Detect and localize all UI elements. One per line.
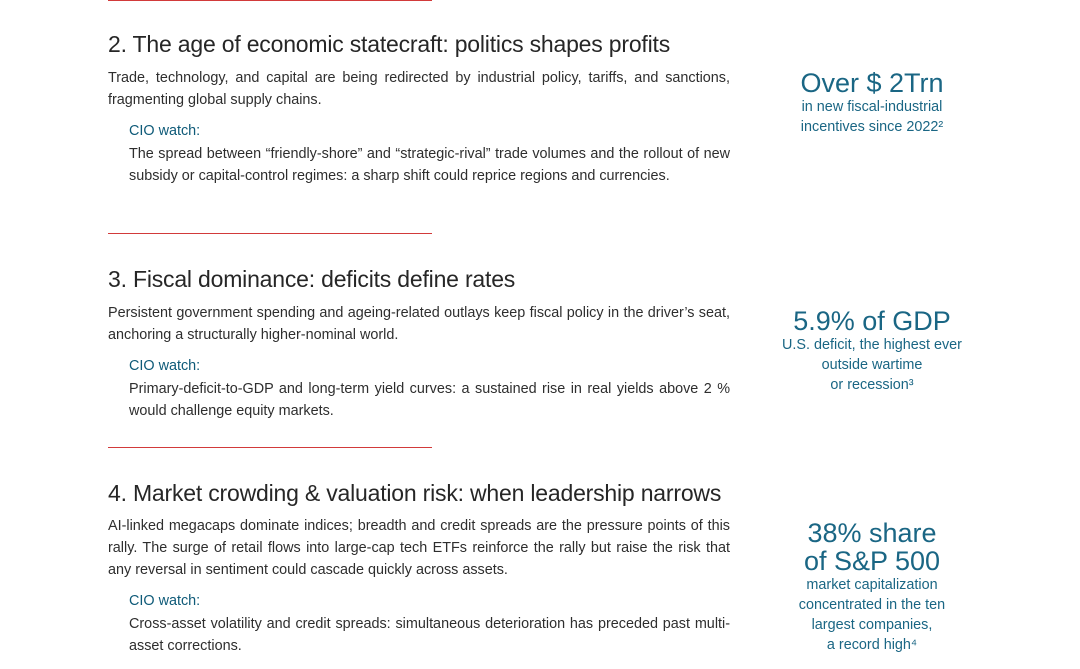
section-body: Trade, technology, and capital are being… — [108, 70, 730, 108]
stat-value: Over $ 2Trn — [800, 68, 944, 98]
stat-callout: 5.9% of GDP U.S. deficit, the highest ev… — [760, 307, 984, 395]
section-economic-statecraft: 2. The age of economic statecraft: polit… — [108, 29, 978, 209]
stat-callout: Over $ 2Trn in new fiscal-industrial inc… — [760, 69, 984, 137]
stat-caption-line: a record high⁴ — [826, 637, 918, 653]
stat-caption-line: incentives since 2022² — [800, 119, 944, 135]
section-divider — [108, 447, 432, 448]
stat-caption-line: or recession³ — [830, 377, 914, 393]
cio-watch-text: Cross-asset volatility and credit spread… — [129, 616, 730, 654]
stat-caption-line: outside wartime — [821, 357, 923, 373]
cio-watch-text: The spread between “friendly-shore” and … — [129, 146, 730, 184]
stat-value-line: of S&P 500 — [803, 546, 941, 576]
stat-caption-line: concentrated in the ten — [798, 597, 946, 613]
section-body: AI-linked megacaps dominate indices; bre… — [108, 518, 730, 578]
stat-caption-line: market capitalization — [806, 577, 938, 593]
cio-watch-label: CIO watch: — [129, 123, 201, 139]
section-market-crowding: 4. Market crowding & valuation risk: whe… — [108, 478, 978, 669]
section-title: 3. Fiscal dominance: deficits define rat… — [108, 266, 516, 292]
cio-watch-label: CIO watch: — [129, 593, 201, 609]
stat-caption-line: largest companies, — [811, 617, 933, 633]
stat-value-line: 38% share — [807, 518, 937, 548]
section-divider — [108, 0, 432, 1]
section-title: 2. The age of economic statecraft: polit… — [108, 31, 670, 57]
stat-callout: 38% share of S&P 500 market capitalizati… — [760, 519, 984, 655]
stat-value: 5.9% of GDP — [793, 306, 951, 336]
cio-watch-text: Primary-deficit-to-GDP and long-term yie… — [129, 381, 730, 419]
cio-watch-label: CIO watch: — [129, 358, 201, 374]
section-fiscal-dominance: 3. Fiscal dominance: deficits define rat… — [108, 264, 978, 424]
section-body: Persistent government spending and agein… — [108, 305, 730, 343]
stat-caption-line: in new fiscal-industrial — [801, 99, 943, 115]
section-divider — [108, 233, 432, 234]
section-title: 4. Market crowding & valuation risk: whe… — [108, 480, 722, 506]
stat-caption-line: U.S. deficit, the highest ever — [782, 337, 962, 353]
